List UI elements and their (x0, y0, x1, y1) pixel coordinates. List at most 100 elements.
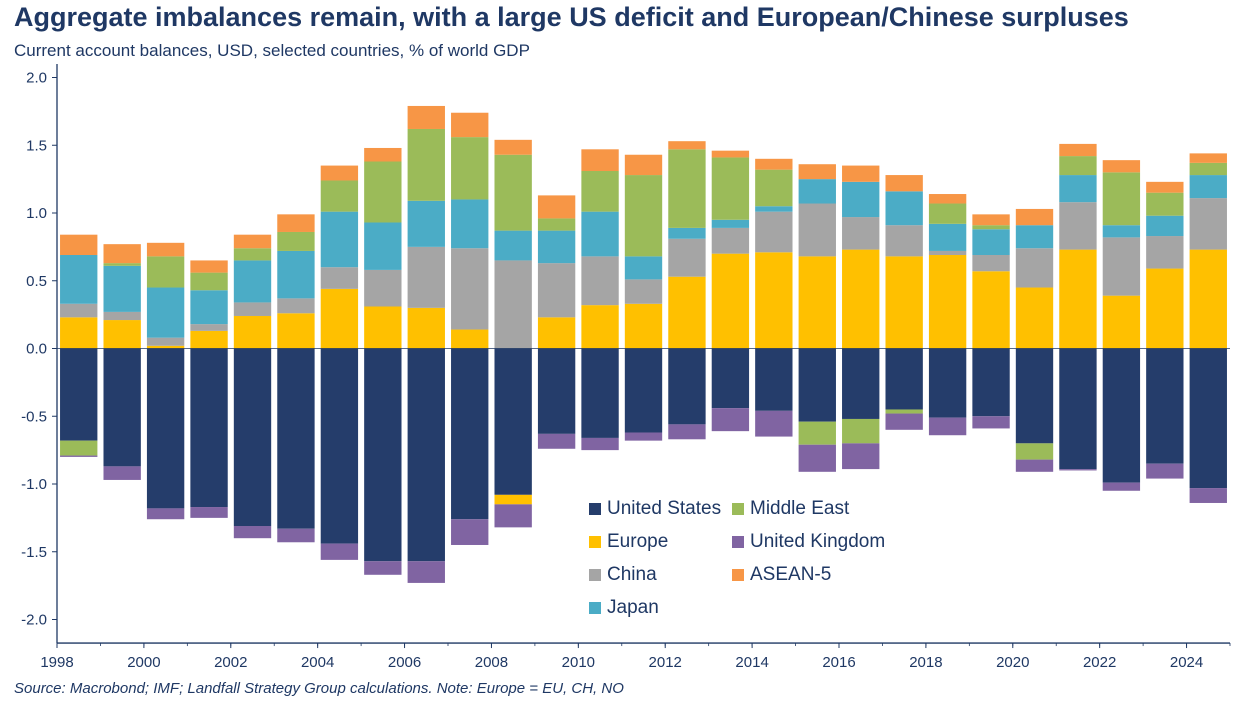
legend-item-united-kingdom: United Kingdom (732, 531, 885, 553)
bar-segment-middle-east-2004 (320, 180, 359, 212)
bar-segment-japan-2012 (668, 227, 706, 239)
y-tick-label: 0.0 (26, 341, 47, 358)
legend-swatch (589, 503, 601, 515)
bar-segment-europe-2022 (1102, 295, 1141, 349)
bar-segment-asean-5-2001 (190, 260, 228, 273)
bar-segment-united-kingdom-2022 (1102, 482, 1141, 491)
bar-segment-china-2011 (624, 279, 663, 304)
legend-item-europe: Europe (589, 531, 668, 553)
bar-segment-china-2018 (928, 250, 967, 255)
bar-segment-asean-5-2016 (842, 165, 880, 182)
bar-segment-japan-2002 (233, 260, 272, 303)
bar-segment-japan-2000 (146, 287, 185, 338)
bar-segment-middle-east-2011 (624, 175, 663, 257)
bar-segment-japan-1999 (103, 265, 141, 312)
legend-item-united-states: United States (589, 498, 721, 520)
bar-segment-china-2023 (1146, 236, 1184, 269)
source-note: Source: Macrobond; IMF; Landfall Strateg… (14, 680, 624, 697)
bar-segment-united-states-2017 (885, 348, 923, 410)
bar-segment-japan-2004 (320, 211, 359, 268)
bar-segment-japan-2013 (711, 219, 750, 228)
bar-segment-united-kingdom-2023 (1146, 463, 1184, 479)
legend-item-china: China (589, 564, 657, 586)
legend-label: United Kingdom (750, 531, 886, 552)
legend-item-middle-east: Middle East (732, 498, 849, 520)
x-tick-label: 2020 (996, 654, 1029, 671)
bar-segment-china-2002 (233, 302, 272, 316)
bar-segment-united-states-2006 (407, 348, 445, 562)
chart-subtitle: Current account balances, USD, selected … (14, 41, 530, 60)
bar-segment-united-states-1998 (60, 348, 98, 441)
legend-swatch (589, 536, 601, 548)
bar-segment-japan-2003 (277, 250, 315, 299)
bar-segment-middle-east-2014 (755, 169, 793, 207)
bar-segment-europe-2012 (668, 276, 706, 349)
bar-segment-united-kingdom-2020 (1015, 459, 1054, 472)
bar-segment-japan-2019 (972, 229, 1010, 255)
bar-segment-middle-east-2023 (1146, 192, 1184, 216)
bar-segment-japan-2018 (928, 223, 967, 251)
legend-swatch (732, 569, 744, 581)
bar-segment-japan-2006 (407, 200, 445, 247)
bar-segment-asean-5-2000 (146, 242, 185, 257)
bar-segment-united-kingdom-2017 (885, 413, 923, 430)
bar-segment-china-2022 (1102, 237, 1141, 296)
bar-segment-china-2001 (190, 324, 228, 331)
bar-segment-middle-east-2019 (972, 225, 1010, 230)
bar-segment-united-kingdom-2001 (190, 507, 228, 518)
bar-segment-middle-east-2007 (451, 137, 489, 200)
bar-segment-japan-2023 (1146, 215, 1184, 237)
x-tick-label: 2012 (649, 654, 682, 671)
bar-segment-united-kingdom-2002 (233, 526, 272, 539)
bar-segment-united-kingdom-1999 (103, 466, 141, 480)
legend-label: Europe (607, 531, 669, 552)
bar-segment-united-kingdom-2012 (668, 424, 706, 440)
bar-segment-united-kingdom-2000 (146, 508, 185, 520)
bar-segment-europe-2006 (407, 307, 445, 349)
legend-swatch (589, 569, 601, 581)
bar-segment-japan-2010 (581, 211, 619, 257)
bar-segment-europe-2009 (537, 317, 576, 349)
bar-segment-china-1998 (60, 303, 98, 318)
bar-segment-middle-east-2002 (233, 248, 272, 261)
legend-label: ASEAN-5 (750, 564, 832, 585)
bar-segment-united-kingdom-2011 (624, 432, 663, 441)
bar-segment-united-states-2012 (668, 348, 706, 425)
bar-segment-china-2003 (277, 298, 315, 314)
bar-segment-europe-2007 (451, 329, 489, 349)
bar-segment-europe-2003 (277, 313, 315, 349)
bar-segment-europe-2016 (842, 249, 880, 349)
bar-segment-united-kingdom-2013 (711, 408, 750, 432)
bar-segment-united-states-2020 (1015, 348, 1054, 444)
bar-segment-asean-5-2011 (624, 154, 663, 176)
legend-label: Japan (607, 597, 659, 618)
bar-segment-china-2019 (972, 255, 1010, 272)
bar-segment-china-2015 (798, 203, 836, 257)
bar-segment-japan-2008 (494, 230, 532, 261)
bar-segment-middle-east-2017 (885, 409, 923, 414)
bar-segment-europe-2023 (1146, 268, 1184, 349)
bar-segment-china-2008 (494, 260, 532, 349)
bar-segment-united-states-2024 (1189, 348, 1227, 489)
y-tick-label: -1.5 (21, 544, 47, 561)
bar-segment-europe-2002 (233, 315, 272, 349)
legend-swatch (732, 536, 744, 548)
bar-segment-united-states-2014 (755, 348, 793, 411)
bar-segment-japan-2024 (1189, 175, 1227, 199)
bar-segment-china-2012 (668, 238, 706, 277)
y-tick-label: -2.0 (21, 612, 47, 629)
bar-segment-china-2014 (755, 211, 793, 253)
legend-label: Middle East (750, 498, 850, 519)
bar-segment-china-2020 (1015, 248, 1054, 288)
bar-segment-asean-5-2015 (798, 164, 836, 180)
bar-segment-europe-2010 (581, 305, 619, 349)
bar-segment-asean-5-2005 (364, 147, 402, 162)
bar-segment-asean-5-2021 (1059, 143, 1097, 157)
x-tick-label: 2002 (214, 654, 247, 671)
bar-segment-middle-east-2009 (537, 218, 576, 231)
bar-segment-united-kingdom-2010 (581, 437, 619, 451)
bar-segment-middle-east-2015 (798, 421, 836, 445)
bar-segment-asean-5-2002 (233, 234, 272, 249)
bar-segment-japan-2009 (537, 230, 576, 264)
bar-segment-china-2004 (320, 267, 359, 289)
